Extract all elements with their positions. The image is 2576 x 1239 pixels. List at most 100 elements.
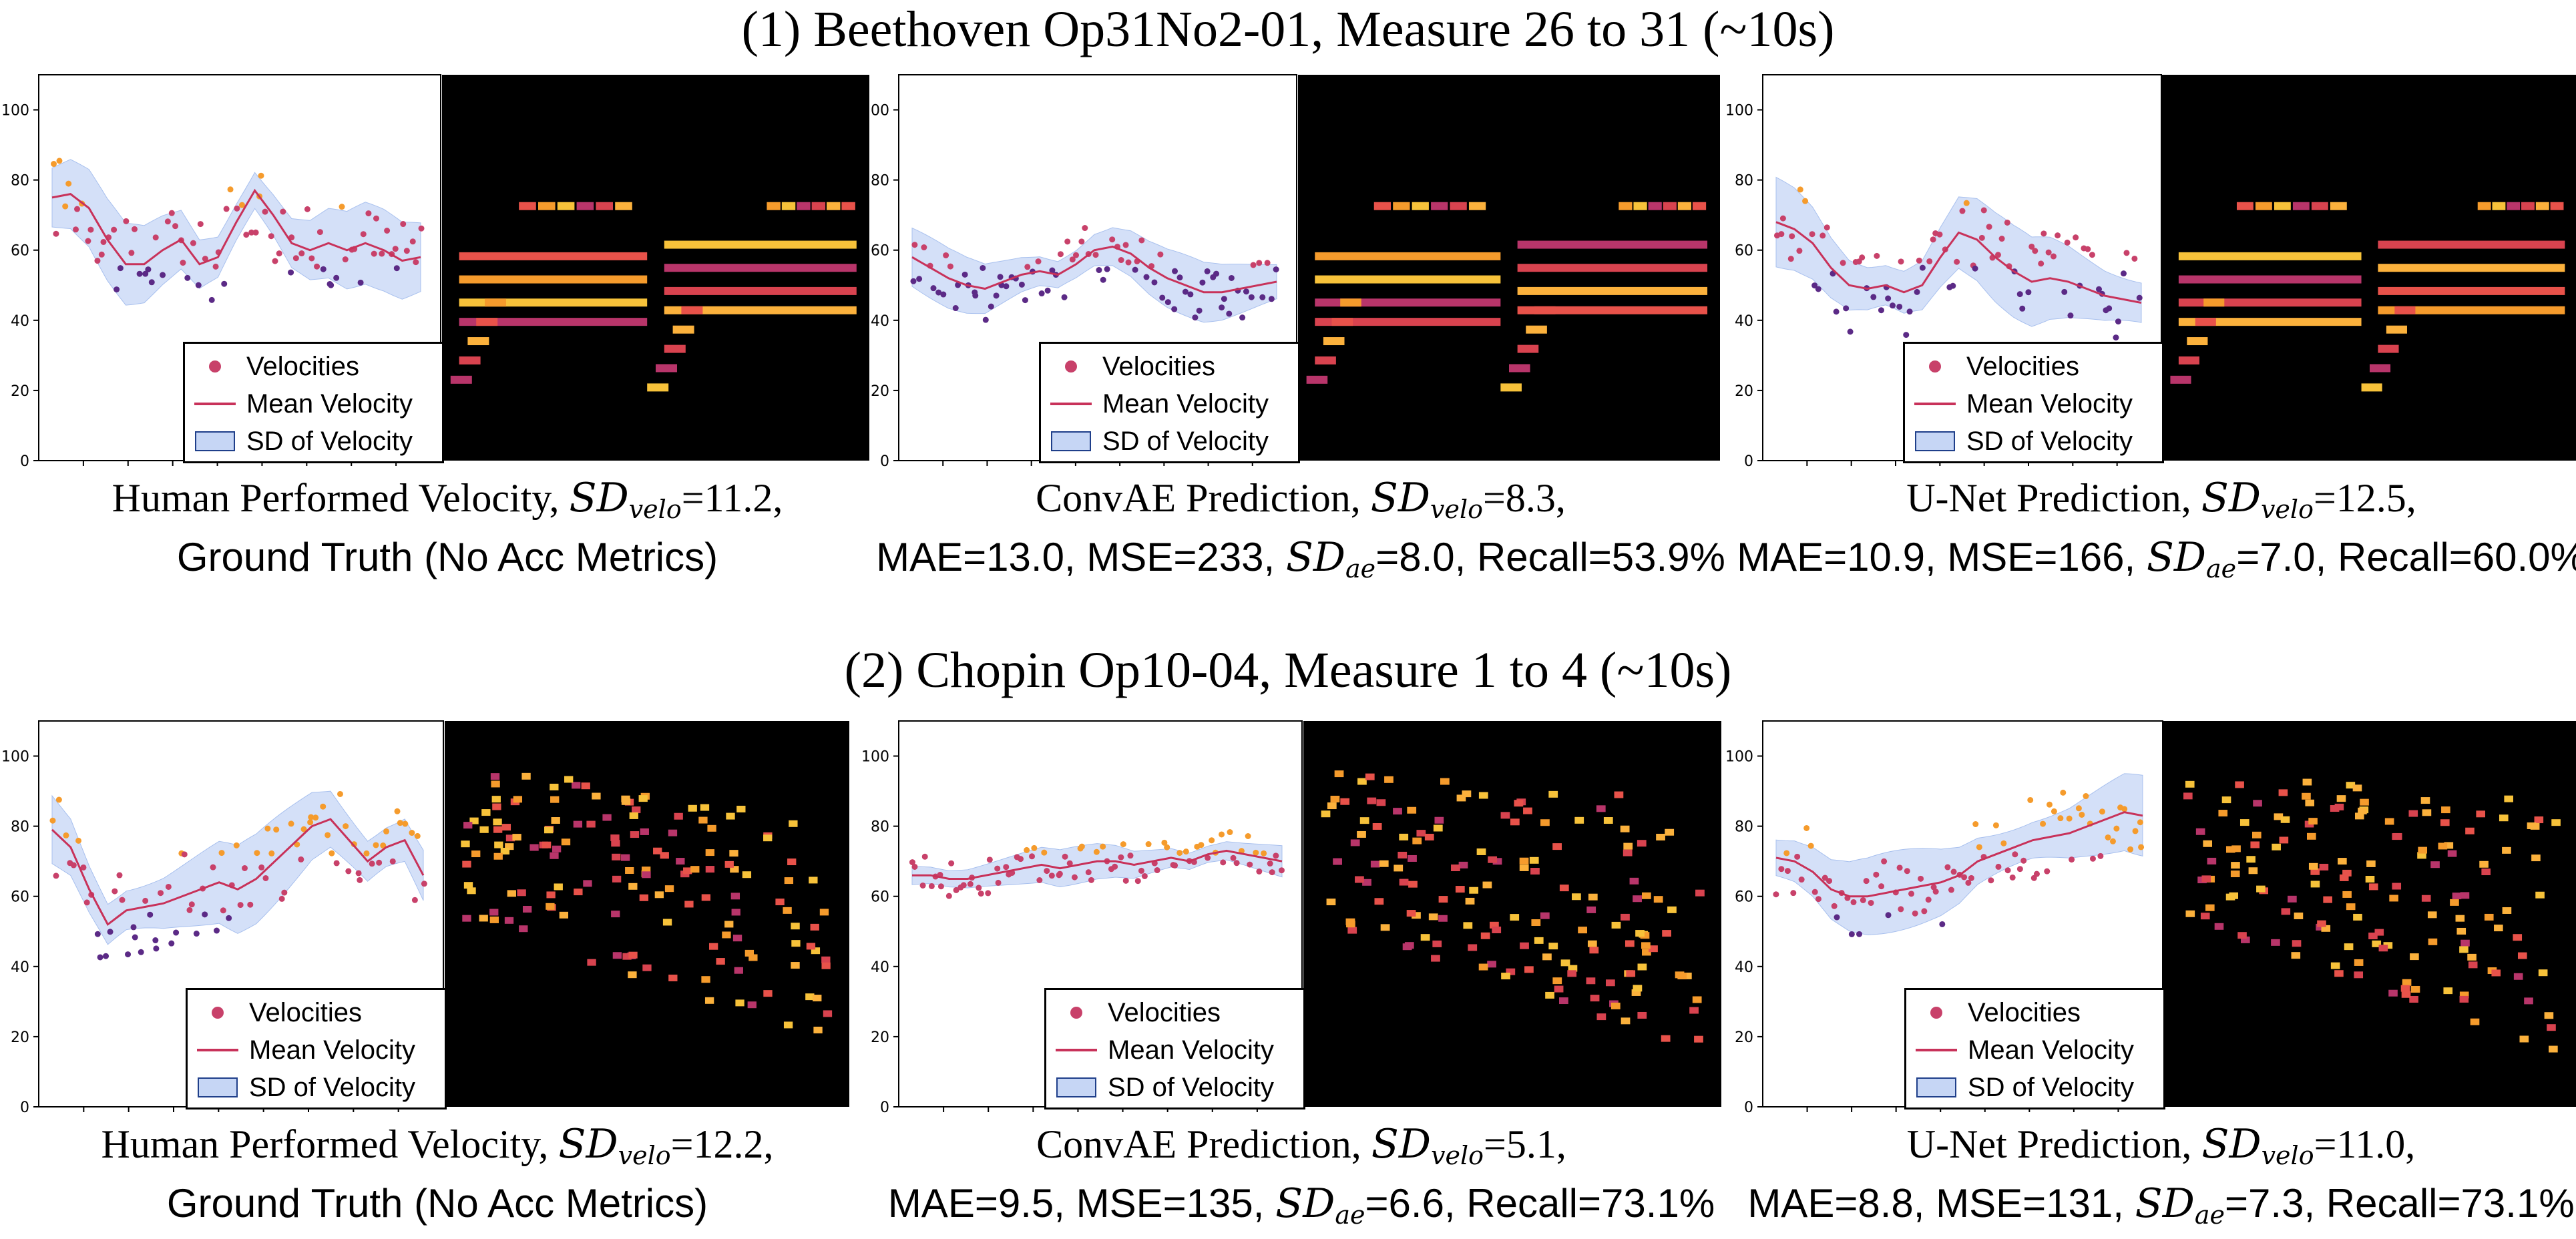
note <box>1661 1035 1671 1042</box>
note <box>2360 799 2369 806</box>
note <box>621 854 630 861</box>
y-tick-label: 0 <box>880 453 889 470</box>
note <box>2215 923 2224 930</box>
velocity-point <box>1104 266 1110 272</box>
y-tick-label: 0 <box>1744 453 1753 470</box>
y-tick-label: 80 <box>1735 819 1753 836</box>
note <box>791 962 799 969</box>
velocity-point <box>2081 245 2087 251</box>
note <box>1611 1003 1621 1009</box>
note <box>1501 973 1510 979</box>
note <box>2241 937 2250 943</box>
note <box>1347 927 1357 934</box>
velocity-point <box>312 814 318 820</box>
velocity-point <box>80 864 86 871</box>
mean-velocity-line <box>52 819 423 925</box>
velocity-point <box>2089 252 2095 258</box>
note <box>1693 996 1702 1003</box>
y-tick-label: 40 <box>871 959 889 976</box>
y-tick-label: 0 <box>20 453 29 470</box>
velocity-point <box>1951 869 1957 875</box>
note <box>501 848 509 854</box>
note <box>642 866 650 873</box>
velocity-point <box>415 833 421 839</box>
note <box>1596 1013 1606 1020</box>
sd-velo-sub: velo <box>2261 495 2314 524</box>
note <box>2465 828 2475 834</box>
note <box>2504 796 2513 802</box>
panel-caption: U-Net Prediction, SDvelo=11.0,MAE=8.8, M… <box>1734 1120 2576 1239</box>
note <box>459 276 648 284</box>
note <box>647 383 668 391</box>
note <box>490 917 499 923</box>
row-2-title: (2) Chopin Op10-04, Measure 1 to 4 (~10s… <box>0 645 2576 696</box>
velocity-point <box>2113 826 2119 832</box>
sd-band <box>52 160 421 305</box>
velocity-point <box>178 850 184 856</box>
note <box>811 924 819 931</box>
velocity-point <box>172 223 178 229</box>
note <box>783 907 791 914</box>
note <box>464 882 473 889</box>
note <box>1429 913 1438 920</box>
note <box>726 813 734 820</box>
note <box>722 931 730 938</box>
note <box>2353 784 2362 791</box>
velocity-point <box>1972 266 1978 272</box>
mean-velocity-line <box>1776 812 2143 897</box>
legend-item-velocities: Velocities <box>1041 348 1298 385</box>
note <box>673 326 694 334</box>
velocity-point <box>1256 260 1262 266</box>
note <box>550 784 558 790</box>
legend-mean-marker <box>194 1031 241 1069</box>
note <box>2250 841 2260 848</box>
velocity-point <box>1049 873 1055 879</box>
velocity-point <box>178 237 184 243</box>
velocity-point <box>1018 856 1024 862</box>
note <box>586 821 595 828</box>
legend-item-sd: SD of Velocity <box>1041 423 1298 460</box>
note <box>512 834 521 840</box>
panel-caption: Human Performed Velocity, SDvelo=12.2,Gr… <box>10 1120 865 1228</box>
note <box>2408 810 2418 817</box>
note <box>1509 364 1530 373</box>
velocity-point <box>2060 790 2066 796</box>
note <box>1365 774 1375 780</box>
y-tick-label: 80 <box>11 819 29 836</box>
note <box>1586 907 1596 913</box>
velocity-point <box>1199 280 1205 286</box>
velocity-point <box>88 892 94 898</box>
velocity-point <box>56 797 62 803</box>
sd-ae-symbol: SD <box>2135 1180 2195 1227</box>
velocity-point <box>1009 870 1015 876</box>
velocity-point <box>412 897 418 903</box>
velocity-point <box>1251 262 1257 268</box>
note <box>642 871 650 878</box>
velocity-point <box>119 897 125 903</box>
velocity-point <box>1164 844 1170 850</box>
velocity-point <box>1003 864 1009 870</box>
velocity-point <box>358 280 364 286</box>
piano-roll <box>1303 721 1721 1107</box>
velocity-point <box>1073 252 1079 258</box>
velocity-point <box>103 953 109 959</box>
sd-band <box>912 842 1282 888</box>
note <box>2203 840 2212 847</box>
note <box>813 995 821 1001</box>
velocity-point <box>1226 310 1232 316</box>
velocity-point <box>1921 908 1927 914</box>
note <box>2231 862 2240 869</box>
note <box>1621 826 1630 832</box>
note <box>2203 298 2224 306</box>
note <box>640 895 648 901</box>
y-tick-label: 80 <box>11 173 29 190</box>
note <box>2256 202 2272 210</box>
note <box>724 921 733 927</box>
note <box>1360 817 1369 824</box>
velocity-point <box>111 227 117 233</box>
caption-line-1: U-Net Prediction, SDvelo=11.0, <box>1734 1120 2576 1180</box>
note <box>809 877 817 883</box>
note <box>2521 202 2535 210</box>
legend-velocities-marker <box>1912 348 1958 385</box>
velocity-point <box>1152 860 1158 866</box>
